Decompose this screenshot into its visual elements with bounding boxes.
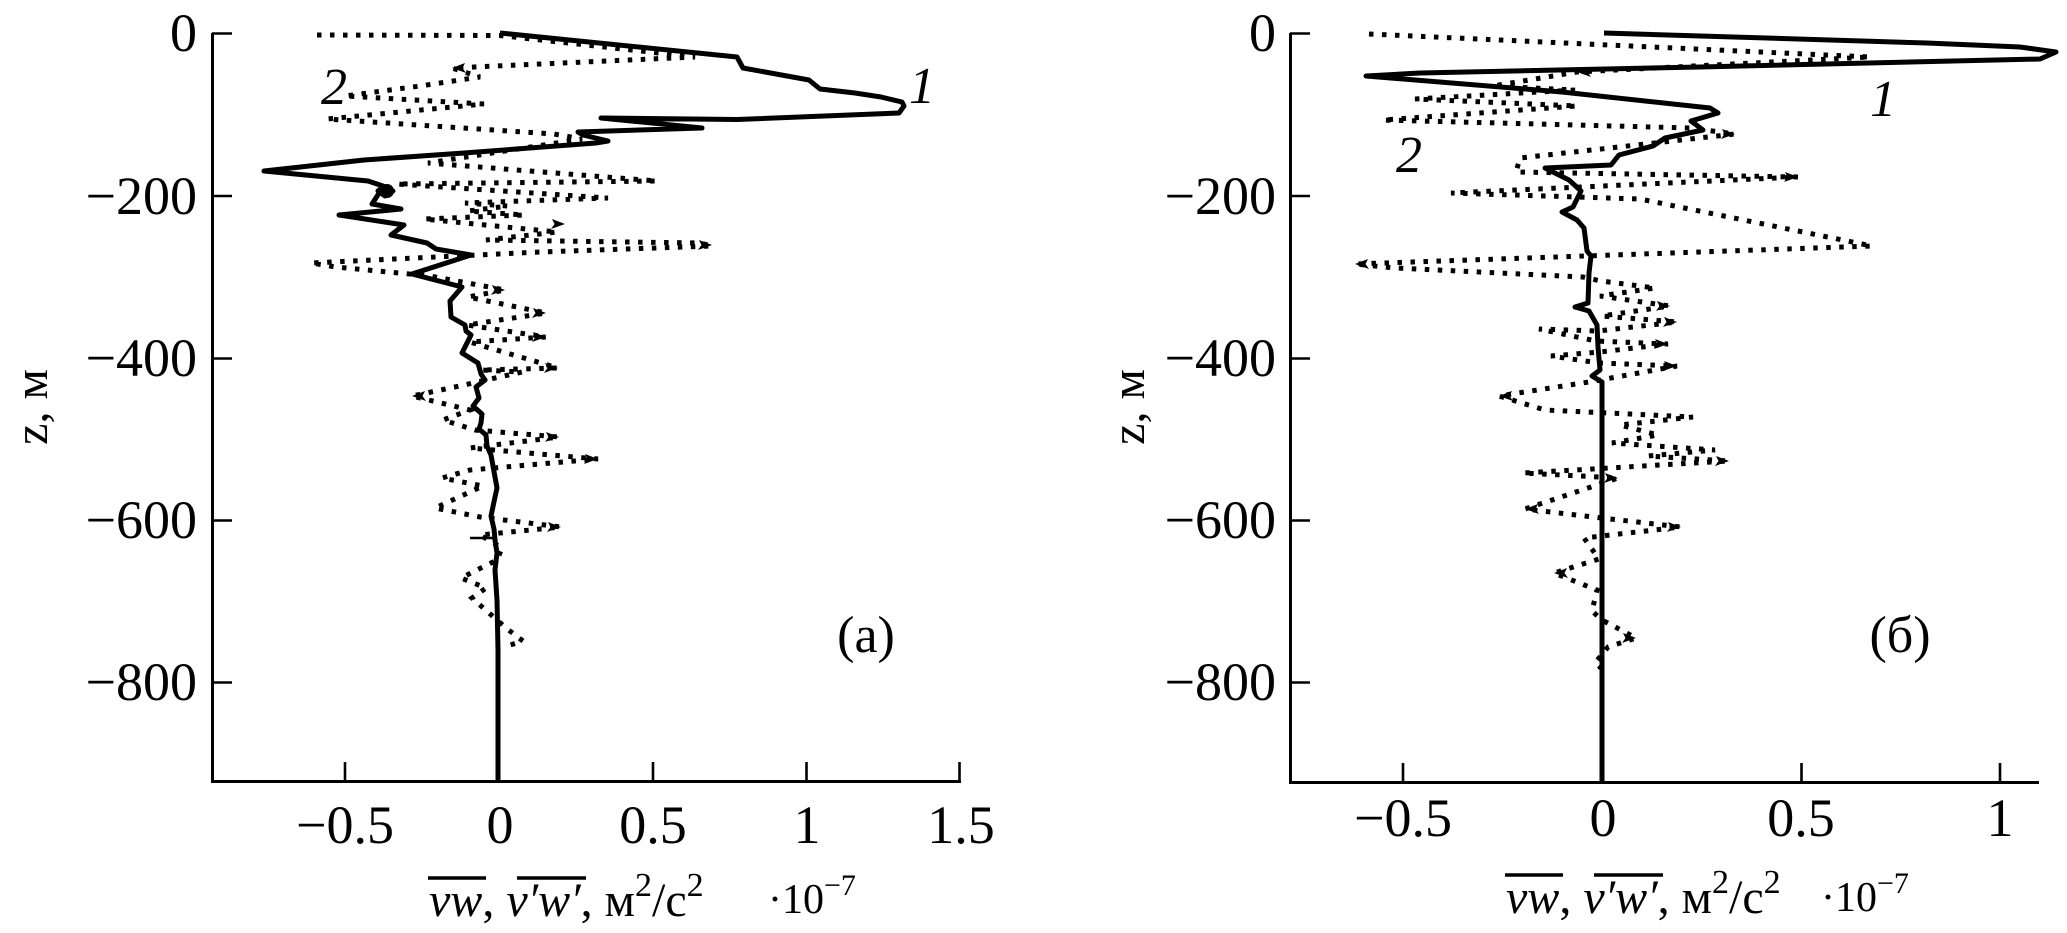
svg-text:0: 0 bbox=[487, 795, 514, 855]
svg-text:−600: −600 bbox=[1165, 490, 1276, 550]
svg-text:(б): (б) bbox=[1869, 607, 1930, 664]
svg-text:1: 1 bbox=[909, 58, 935, 115]
svg-text:−600: −600 bbox=[86, 490, 197, 550]
svg-text:2: 2 bbox=[1396, 127, 1422, 184]
svg-text:z, м: z, м bbox=[1102, 369, 1155, 445]
svg-text:−0.5: −0.5 bbox=[1354, 788, 1452, 848]
svg-text:vw, v′w′, м2/с2: vw, v′w′, м2/с2 bbox=[1506, 864, 1781, 924]
svg-text:−400: −400 bbox=[86, 328, 197, 388]
svg-text:2: 2 bbox=[321, 59, 347, 116]
svg-text:1.5: 1.5 bbox=[927, 795, 995, 855]
svg-text:1: 1 bbox=[1870, 71, 1896, 128]
svg-text:·10−7: ·10−7 bbox=[768, 869, 856, 923]
svg-text:−800: −800 bbox=[1165, 652, 1276, 712]
svg-text:0.5: 0.5 bbox=[1767, 788, 1835, 848]
svg-text:0: 0 bbox=[1249, 3, 1276, 63]
svg-text:−800: −800 bbox=[86, 652, 197, 712]
svg-text:(а): (а) bbox=[837, 607, 895, 664]
svg-text:·10−7: ·10−7 bbox=[1821, 867, 1909, 921]
svg-text:0.5: 0.5 bbox=[619, 795, 687, 855]
svg-text:0: 0 bbox=[170, 3, 197, 63]
svg-text:vw, v′w′, м2/с2: vw, v′w′, м2/с2 bbox=[429, 867, 704, 927]
svg-text:1: 1 bbox=[794, 795, 821, 855]
svg-text:z, м: z, м bbox=[5, 369, 58, 445]
svg-text:1: 1 bbox=[1987, 788, 2014, 848]
svg-text:−0.5: −0.5 bbox=[296, 795, 394, 855]
svg-text:−200: −200 bbox=[86, 166, 197, 226]
svg-text:−400: −400 bbox=[1165, 328, 1276, 388]
svg-text:−200: −200 bbox=[1165, 166, 1276, 226]
svg-text:0: 0 bbox=[1590, 788, 1617, 848]
